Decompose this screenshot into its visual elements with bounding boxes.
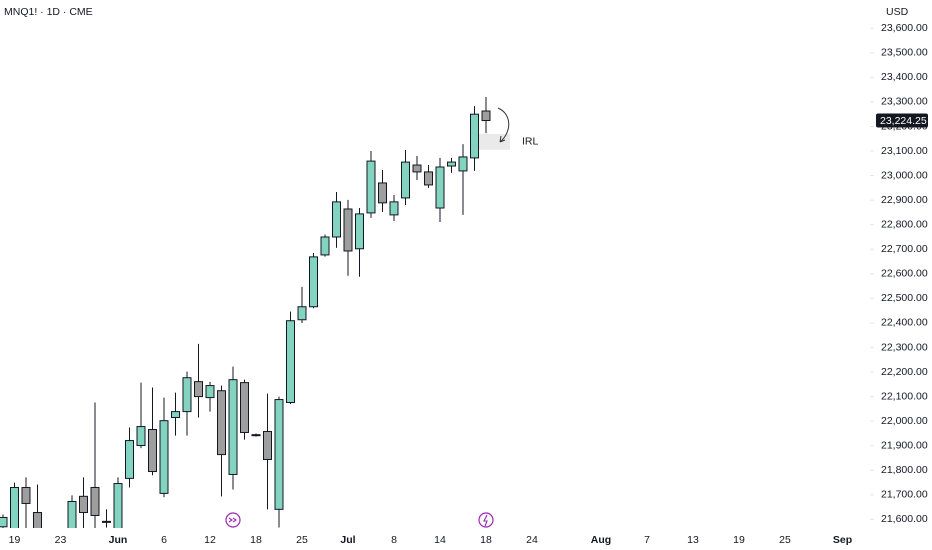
candle-body [263, 430, 272, 460]
candle-body [102, 520, 111, 523]
y-tick-label: 23,000.00 [881, 169, 928, 181]
candle-body [228, 379, 238, 475]
x-tick-label: 14 [434, 534, 446, 546]
candle-body [205, 385, 215, 399]
candle-body [79, 495, 88, 514]
candle-body [447, 161, 456, 167]
candle-body [33, 512, 42, 528]
candle-body [343, 208, 353, 252]
candle-body [332, 201, 341, 238]
y-tick-label: 22,000.00 [881, 415, 928, 427]
x-tick-label: 25 [779, 534, 791, 546]
candle-body [355, 213, 364, 250]
candle-body [194, 381, 203, 398]
candle-body [320, 236, 330, 256]
candle-body [274, 399, 284, 510]
candle-body [90, 486, 100, 516]
candle-body [412, 164, 422, 173]
candle-body [286, 320, 295, 404]
candle-body [378, 182, 387, 204]
candle-body [125, 440, 134, 479]
y-tick-label: 23,300.00 [881, 96, 928, 108]
candle-body [10, 486, 19, 528]
y-tick-label: 22,100.00 [881, 390, 928, 402]
candle-body [309, 256, 318, 308]
x-tick-label: 24 [526, 534, 538, 546]
candle-body [159, 420, 169, 494]
annotation-label: IRL [522, 136, 539, 148]
x-tick-label: 19 [9, 534, 21, 546]
y-tick-label: 22,900.00 [881, 194, 928, 206]
x-tick-label: 13 [687, 534, 699, 546]
chart-title: MNQ1! · 1D · CME [4, 6, 93, 18]
y-tick-label: 22,700.00 [881, 243, 928, 255]
x-tick-label: 19 [733, 534, 745, 546]
candle-body [21, 486, 31, 504]
y-tick-label: 23,400.00 [881, 71, 928, 83]
x-tick-label: 25 [296, 534, 308, 546]
candle-body [0, 516, 8, 528]
candle-body [297, 306, 307, 321]
x-tick-label: Jul [340, 534, 355, 546]
candle-body [458, 156, 468, 172]
x-tick-label: 12 [204, 534, 216, 546]
y-tick-label: 22,400.00 [881, 317, 928, 329]
x-tick-label: 23 [55, 534, 67, 546]
candle-body [240, 382, 249, 433]
candle-body [171, 411, 180, 418]
candle-body [251, 434, 261, 437]
candle-body [217, 390, 226, 456]
x-tick-label: Sep [833, 534, 852, 546]
candle-body [435, 166, 445, 209]
x-tick-label: 7 [644, 534, 650, 546]
y-tick-label: 23,500.00 [881, 47, 928, 59]
candle-body [136, 426, 146, 446]
event-icon[interactable] [225, 512, 241, 528]
candle-body [401, 161, 410, 199]
y-tick-label: 21,900.00 [881, 440, 928, 452]
candle-body [148, 429, 157, 473]
candle-body [182, 377, 192, 413]
candle-body [67, 500, 77, 528]
y-tick-label: 22,300.00 [881, 341, 928, 353]
y-tick-label: 21,700.00 [881, 489, 928, 501]
y-tick-label: 22,600.00 [881, 268, 928, 280]
y-tick-label: 22,500.00 [881, 292, 928, 304]
candle-body [389, 201, 399, 216]
currency-label: USD [886, 6, 909, 18]
last-price-label: 23,224.25 [880, 115, 927, 127]
y-tick-label: 23,600.00 [881, 22, 928, 34]
candle-body [366, 160, 376, 214]
y-tick-label: 21,800.00 [881, 464, 928, 476]
candle-body [470, 113, 479, 159]
x-tick-label: 8 [391, 534, 397, 546]
candle-body [481, 110, 491, 122]
candle-body [424, 171, 433, 186]
plot-area [0, 97, 510, 528]
y-tick-label: 22,800.00 [881, 218, 928, 230]
x-tick-label: 6 [161, 534, 167, 546]
annotation-zone [469, 133, 510, 150]
x-tick-label: 18 [480, 534, 492, 546]
x-tick-label: 18 [250, 534, 262, 546]
event-icon[interactable] [478, 512, 494, 528]
y-tick-label: 22,200.00 [881, 366, 928, 378]
y-tick-label: 21,600.00 [881, 513, 928, 525]
x-tick-label: Aug [591, 534, 611, 546]
y-tick-label: 23,100.00 [881, 145, 928, 157]
last-price-box [876, 113, 928, 128]
x-tick-label: Jun [109, 534, 128, 546]
candle-body [113, 483, 123, 528]
annotation-arrow [497, 107, 510, 143]
